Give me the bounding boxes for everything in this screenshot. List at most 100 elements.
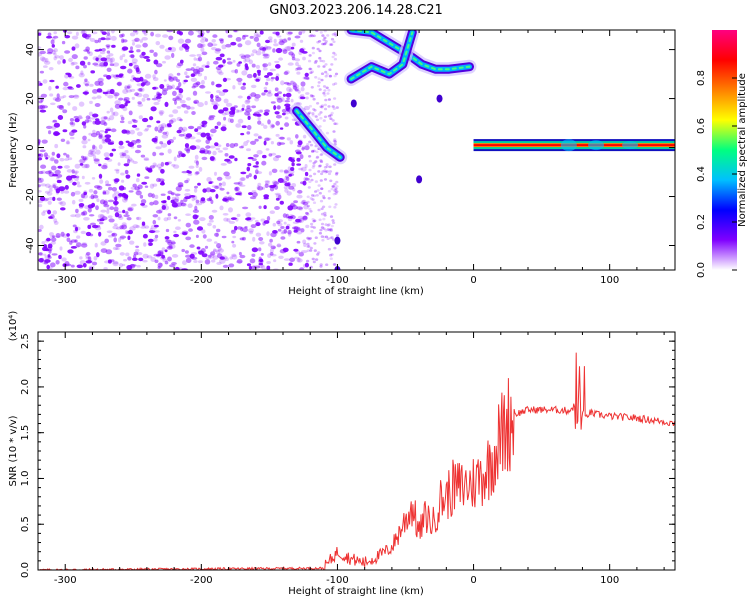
noise-blob [292,82,297,87]
noise-blob [168,119,174,125]
noise-blob [223,116,227,121]
noise-blob [182,232,188,236]
noise-blob [310,34,314,38]
noise-blob [286,137,291,141]
noise-blob [318,191,322,195]
noise-blob [272,222,276,227]
noise-blob [70,191,76,197]
noise-blob [229,256,233,260]
noise-blob [61,257,67,262]
noise-blob [194,145,201,150]
noise-blob [217,150,223,153]
x-axis-title: Height of straight line (km) [288,286,424,297]
noise-blob [164,236,170,240]
noise-blob [130,140,137,145]
noise-blob [43,65,48,68]
noise-blob [275,133,280,137]
noise-blob [222,89,229,93]
noise-blob [176,64,182,69]
noise-blob [312,194,317,198]
noise-blob [333,263,337,266]
noise-blob [318,40,322,43]
noise-blob [144,225,150,229]
noise-blob [207,150,212,155]
noise-blob [141,221,146,226]
noise-blob [195,164,199,168]
noise-blob [47,209,52,215]
noise-blob [125,174,131,179]
noise-blob [298,219,302,223]
noise-blob [65,263,72,267]
noise-blob [315,118,320,122]
noise-blob [294,88,299,92]
noise-blob [249,35,254,39]
noise-blob [299,96,306,100]
noise-blob [319,228,323,232]
noise-blob [254,94,261,99]
noise-blob [315,156,319,160]
noise-blob [93,255,98,261]
noise-blob [84,34,90,40]
noise-blob [248,228,254,233]
noise-blob [321,170,325,173]
noise-blob [115,74,120,78]
noise-blob [111,148,117,152]
noise-blob [187,203,193,208]
noise-blob [314,115,318,118]
noise-blob [331,33,335,36]
noise-blob [70,264,75,268]
noise-blob [317,251,321,254]
noise-blob [132,161,138,164]
noise-blob [192,72,197,76]
noise-blob [274,111,280,115]
noise-blob [286,97,290,100]
noise-blob [109,61,113,65]
noise-blob [105,249,113,255]
noise-blob [218,248,224,253]
noise-blob [80,230,87,235]
noise-blob [317,84,321,88]
noise-blob [232,235,237,239]
noise-blob [141,37,148,41]
noise-blob [189,244,195,248]
noise-blob [308,237,312,240]
noise-blob [183,110,189,114]
noise-blob [185,257,192,263]
noise-blob [44,60,51,65]
noise-blob [171,52,175,59]
noise-blob [87,61,91,66]
noise-blob [291,53,296,58]
noise-blob [126,265,133,270]
noise-blob [208,219,214,223]
noise-blob [237,80,242,86]
noise-blob [152,74,156,79]
noise-blob [295,226,301,232]
noise-blob [157,163,162,169]
noise-blob [136,252,143,256]
noise-blob [214,185,219,190]
noise-blob [246,105,251,109]
noise-blob [99,214,106,219]
noise-blob [315,194,319,197]
noise-blob [211,39,216,43]
noise-blob [81,242,88,246]
noise-blob [168,77,174,82]
noise-blob [144,127,150,131]
noise-blob [184,196,191,200]
noise-blob [314,76,318,79]
noise-blob [299,39,304,43]
noise-blob [40,93,48,98]
noise-blob [134,37,140,42]
noise-blob [118,237,121,243]
noise-blob [226,191,230,195]
heatmap-feature-chirp-upper-a [344,30,477,77]
noise-blob [90,194,95,200]
noise-blob [99,179,104,184]
noise-blob [156,209,163,214]
noise-blob [79,163,84,166]
noise-blob [236,62,241,67]
noise-blob [178,126,184,131]
noise-blob [320,207,324,211]
noise-blob [302,201,309,206]
noise-blob [303,105,310,111]
